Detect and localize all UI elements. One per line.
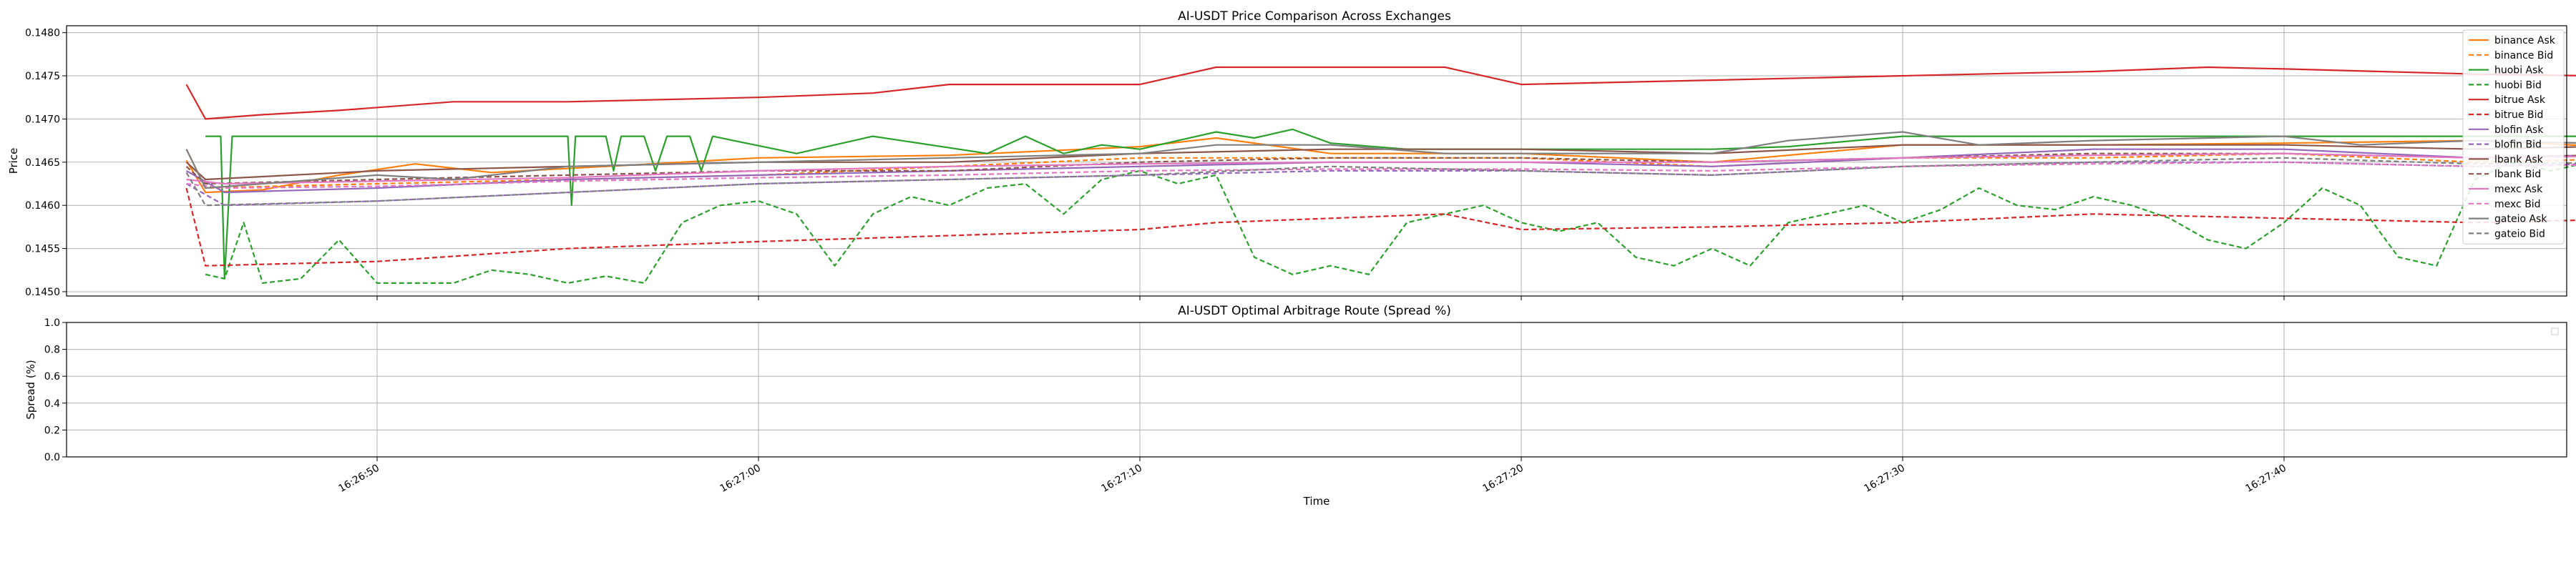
legend-label: huobi Ask [2494, 65, 2544, 77]
legend-label: gateio Ask [2494, 214, 2547, 225]
legend-box [2462, 29, 2565, 245]
spread-chart-frame [66, 322, 2567, 458]
legend-label: gateio Bid [2494, 228, 2545, 240]
spread-y-tick-label: 0.8 [44, 345, 60, 356]
legend-label: binance Ask [2494, 35, 2556, 46]
legend-label: lbank Ask [2494, 154, 2544, 165]
legend-label: mexc Ask [2494, 184, 2543, 195]
spread-y-tick-label: 0.4 [44, 398, 60, 410]
spread-chart-y-label: Spread (%) [24, 360, 37, 420]
price-chart-frame [66, 25, 2567, 297]
price-chart-title: AI-USDT Price Comparison Across Exchange… [1178, 9, 1451, 24]
spread-chart-y-ticks: 0.0 0.2 0.4 0.6 0.8 1.0 [44, 317, 67, 463]
spread-y-tick-label: 0.0 [44, 452, 60, 463]
price-chart-y-label: Price [7, 148, 20, 174]
spread-y-tick-label: 0.6 [44, 371, 60, 383]
price-chart-legend: binance Ask binance Bid huobi Ask huobi Bid… [2462, 29, 2565, 245]
legend-label: bitrue Bid [2494, 109, 2543, 121]
series-line-huobi-ask [205, 128, 2576, 280]
price-y-tick-label: 0.1460 [25, 200, 60, 212]
series-line-bitrue-bid [185, 187, 2576, 267]
series-line-bitrue-ask [185, 66, 2576, 120]
series-line-gateio-bid [185, 157, 2576, 207]
legend-label: blofin Bid [2494, 139, 2542, 151]
series-line-mexc-bid [186, 161, 2576, 189]
spread-y-tick-label: 0.2 [44, 425, 60, 436]
spread-chart-empty-legend [2551, 327, 2559, 335]
price-y-tick-label: 0.1480 [25, 28, 60, 39]
series-line-binance-bid [185, 149, 2576, 189]
legend-label: mexc Bid [2494, 199, 2541, 210]
price-chart-x-ticks [376, 296, 2285, 300]
spread-chart-title: AI-USDT Optimal Arbitrage Route (Spread … [1178, 304, 1451, 318]
price-chart-series [185, 66, 2576, 284]
price-y-tick-label: 0.1475 [25, 71, 60, 82]
series-line-blofin-ask [185, 148, 2576, 194]
price-y-tick-label: 0.1450 [25, 287, 60, 298]
series-line-huobi-bid [205, 161, 2576, 284]
price-y-tick-label: 0.1465 [25, 157, 60, 169]
series-line-gateio-ask [185, 131, 2576, 189]
spread-y-tick-label: 1.0 [44, 317, 60, 329]
legend-label: lbank Bid [2494, 169, 2541, 180]
series-line-mexc-ask [186, 152, 2576, 185]
price-chart-y-ticks: 0.1450 0.1455 0.1460 0.1465 0.1470 0.1475 0.14… [25, 28, 67, 298]
price-y-tick-label: 0.1455 [25, 244, 60, 255]
spread-chart-x-label: Time [1303, 495, 1330, 508]
legend-label: huobi Bid [2494, 79, 2542, 91]
price-comparison-axes: AI-USDT Price Comparison Across Exchange… [7, 9, 2576, 300]
legend-label: blofin Ask [2494, 124, 2544, 136]
series-line-binance-ask [185, 137, 2576, 194]
legend-label: bitrue Ask [2494, 94, 2546, 106]
price-y-tick-label: 0.1470 [25, 114, 60, 125]
legend-label: binance Bid [2494, 50, 2553, 61]
